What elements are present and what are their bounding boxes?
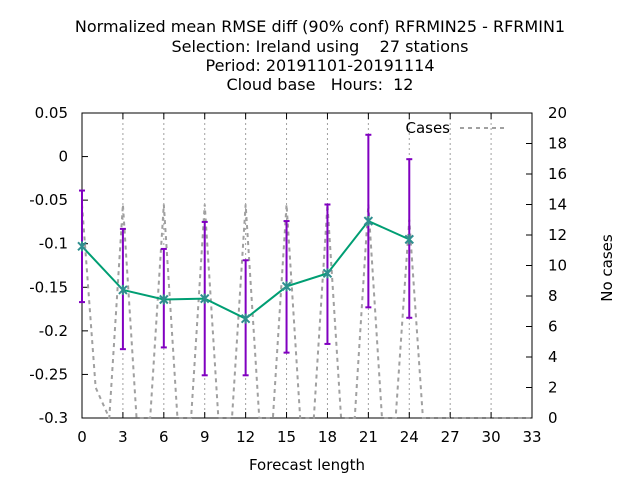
chart-title-line-1: Normalized mean RMSE diff (90% conf) RFR… <box>74 17 566 36</box>
rmse-point <box>118 284 128 295</box>
plot-frame <box>81 112 533 419</box>
x-tick-label: 3 <box>118 428 128 446</box>
x-tick-label: 9 <box>200 428 210 446</box>
x-tick-label: 30 <box>482 428 501 446</box>
rmse-point <box>404 234 414 245</box>
y2-tick-label: 4 <box>548 348 558 366</box>
x-tick-label: 6 <box>159 428 169 446</box>
rmse-point <box>159 294 169 305</box>
x-tick-label: 18 <box>318 428 337 446</box>
chart-title-line-2: Selection: Ireland using 27 stations <box>171 37 469 56</box>
y2-tick-label: 0 <box>548 409 558 427</box>
legend-label: Cases <box>405 119 450 137</box>
y-tick-label: -0.2 <box>39 322 68 340</box>
rmse-point <box>322 268 333 279</box>
y-tick-label: -0.3 <box>39 409 68 427</box>
cases-line <box>81 204 532 419</box>
chart-title-line-4: Cloud base Hours: 12 <box>226 75 414 94</box>
y2-tick-label: 8 <box>548 287 558 305</box>
x-tick-label: 12 <box>236 428 255 446</box>
rmse-point <box>77 241 87 252</box>
y-tick-label: -0.25 <box>29 365 68 383</box>
x-tick-label: 24 <box>400 428 419 446</box>
y-tick-label: -0.05 <box>29 191 68 209</box>
y2-tick-label: 14 <box>548 196 567 214</box>
x-tick-label: 27 <box>441 428 460 446</box>
y-tick-label: -0.1 <box>39 235 68 253</box>
y2-tick-label: 12 <box>548 226 567 244</box>
y-tick-label: 0.05 <box>35 104 68 122</box>
y2-tick-label: 16 <box>548 165 567 183</box>
y-tick-label: 0 <box>58 148 68 166</box>
y2-axis-label: No cases <box>598 234 616 302</box>
y2-tick-label: 18 <box>548 135 567 153</box>
y2-tick-label: 2 <box>548 379 558 397</box>
y2-tick-label: 10 <box>548 257 567 275</box>
y2-tick-label: 6 <box>548 318 558 336</box>
x-axis-label: Forecast length <box>249 456 365 474</box>
rmse-point <box>363 216 374 227</box>
y-tick-label: -0.15 <box>29 278 68 296</box>
rmse-point <box>200 293 210 304</box>
y2-tick-label: 20 <box>548 104 567 122</box>
rmse-point <box>240 313 251 324</box>
x-tick-label: 21 <box>359 428 378 446</box>
chart-title-line-3: Period: 20191101-20191114 <box>205 56 435 75</box>
x-tick-label: 33 <box>522 428 541 446</box>
x-tick-label: 15 <box>277 428 296 446</box>
x-tick-label: 0 <box>77 428 87 446</box>
rmse-point <box>281 281 292 292</box>
